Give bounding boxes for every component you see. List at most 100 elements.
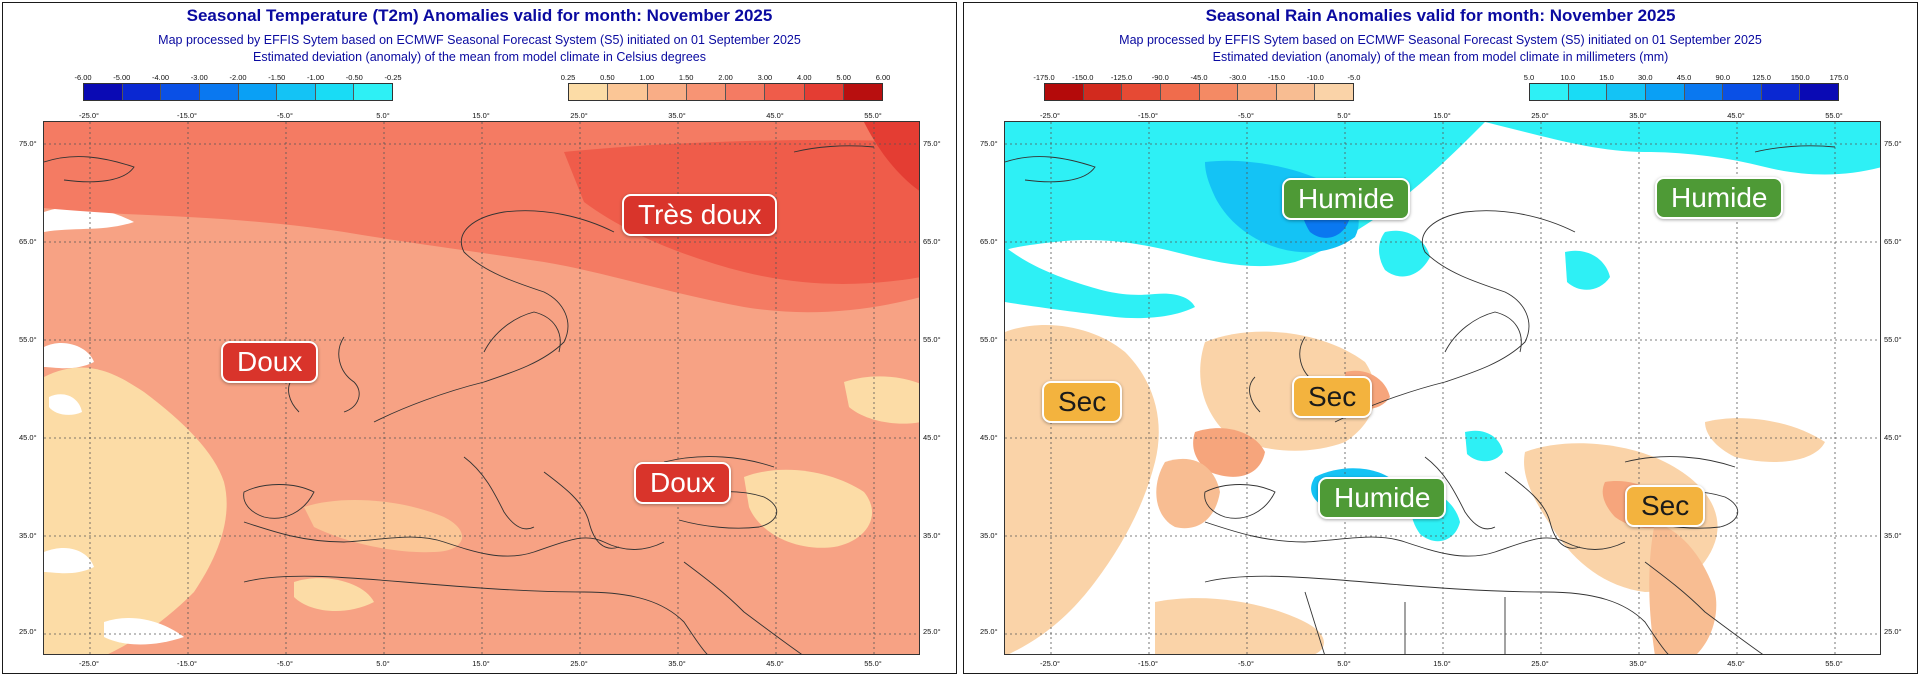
rain-dry-zone [1155, 598, 1324, 654]
lon-label-bottom: 55.0° [1825, 659, 1843, 668]
colorbar-cell [1723, 84, 1762, 100]
colorbar-cell [1238, 84, 1277, 100]
lon-label-top: 5.0° [376, 111, 390, 120]
colorbar-cell [686, 84, 726, 100]
legend-tick: 15.0 [1599, 73, 1614, 82]
temperature-map: Très doux Doux Doux [43, 121, 920, 655]
colorbar-cell [1199, 84, 1239, 100]
lat-label-right: 25.0° [923, 627, 941, 636]
legend-tick: 5.00 [836, 73, 851, 82]
colorbar-cell [1160, 84, 1200, 100]
lon-label-bottom: 35.0° [668, 659, 686, 668]
colorbar-cell [765, 84, 805, 100]
colorbar-cell [569, 84, 609, 100]
label-doux-east: Doux [634, 462, 732, 504]
legend-tick: -6.00 [74, 73, 92, 82]
legend-tick: 2.00 [718, 73, 733, 82]
lat-label-right: 75.0° [923, 139, 941, 148]
lon-label-bottom: 45.0° [1727, 659, 1745, 668]
legend-tick: 0.25 [560, 73, 576, 82]
legend-tick: 30.0 [1637, 73, 1653, 82]
lat-label-left: 55.0° [980, 335, 998, 344]
colorbar-cell [315, 84, 355, 100]
lon-label-top: -25.0° [1039, 111, 1061, 120]
temp-white-patch [104, 617, 184, 645]
legend-tick: 4.00 [796, 73, 812, 82]
colorbar-cell [1315, 84, 1353, 100]
lat-label-left: 55.0° [19, 335, 37, 344]
legend-tick: 125.0 [1752, 73, 1771, 82]
colorbar-cell [843, 84, 882, 100]
legend-tick: 45.0 [1676, 73, 1692, 82]
lat-label-right: 45.0° [923, 433, 941, 442]
lon-label-top: 5.0° [1337, 111, 1351, 120]
legend-tick: -175.0 [1033, 73, 1055, 82]
rain-dry-core [1193, 428, 1265, 477]
rain-subtitle-source: Map processed by EFFIS Sytem based on EC… [1119, 33, 1762, 47]
temp-white-patch [44, 547, 94, 574]
lat-label-right: 45.0° [1884, 433, 1902, 442]
legend-tick: 90.0 [1715, 73, 1731, 82]
lon-label-bottom: -15.0° [176, 659, 198, 668]
rain-wet-band [1565, 250, 1610, 290]
legend-tick: -30.0 [1229, 73, 1247, 82]
temperature-subtitle-units: Estimated deviation (anomaly) of the mea… [253, 50, 706, 64]
lon-label-top: 25.0° [570, 111, 588, 120]
lon-label-bottom: 45.0° [766, 659, 784, 668]
lon-label-bottom: -5.0° [1238, 659, 1254, 668]
lon-label-top: -5.0° [1238, 111, 1254, 120]
rain-wet-band [1005, 122, 1880, 175]
colorbar-cell [1645, 84, 1685, 100]
temp-cold-legend-ticks: -6.00 -5.00 -4.00 -3.00 -2.00 -1.50 -1.0… [74, 73, 401, 83]
legend-tick: 1.00 [639, 73, 655, 82]
lat-label-left: 45.0° [19, 433, 37, 442]
rain-dry-colorbar [1044, 83, 1354, 101]
lon-label-top: 35.0° [1629, 111, 1647, 120]
lat-label-left: 75.0° [980, 139, 998, 148]
rain-wet-legend-ticks: 5.0 10.0 15.0 30.0 45.0 90.0 125.0 150.0… [1524, 73, 1849, 83]
temp-pale-zone [294, 578, 374, 612]
colorbar-cell [1800, 84, 1838, 100]
label-doux-west: Doux [221, 341, 319, 383]
colorbar-cell [238, 84, 278, 100]
legend-tick: -45.0 [1190, 73, 1208, 82]
temperature-panel: Seasonal Temperature (T2m) Anomalies val… [2, 2, 957, 674]
temp-graticule [44, 122, 919, 654]
colorbar-cell [1530, 84, 1569, 100]
rain-dry-zone [1705, 418, 1825, 462]
label-humide-north: Humide [1282, 178, 1411, 220]
lat-label-right: 75.0° [1884, 139, 1902, 148]
lat-label-left: 25.0° [19, 627, 37, 636]
lat-label-left: 75.0° [19, 139, 37, 148]
colorbar-cell [1276, 84, 1316, 100]
lat-label-left: 45.0° [980, 433, 998, 442]
legend-tick: -4.00 [151, 73, 170, 82]
temp-hot-core [864, 122, 919, 191]
temp-warm-colorbar [568, 83, 883, 101]
colorbar-cell [1045, 84, 1084, 100]
lon-label-bottom: 5.0° [1337, 659, 1351, 668]
lat-label-right: 65.0° [1884, 237, 1902, 246]
colorbar-cell [804, 84, 844, 100]
lon-label-top: 45.0° [1727, 111, 1745, 120]
temp-warm-legend-ticks: 0.25 0.50 1.00 1.50 2.00 3.00 4.00 5.00 … [561, 73, 891, 83]
rain-graticule [1005, 122, 1880, 654]
temperature-map-canvas [44, 122, 919, 654]
legend-tick: 175.0 [1829, 73, 1849, 82]
rain-wet-band [1005, 247, 1195, 319]
temp-white-patch [49, 394, 82, 415]
colorbar-cell [1083, 84, 1123, 100]
legend-tick: 150.0 [1790, 73, 1810, 82]
lon-label-bottom: -5.0° [277, 659, 293, 668]
colorbar-cell [161, 84, 200, 100]
lon-label-bottom: 15.0° [1433, 659, 1451, 668]
legend-tick: -5.0 [1347, 73, 1361, 82]
legend-tick: 0.50 [600, 73, 615, 82]
legend-tick: -3.00 [190, 73, 208, 82]
rain-dry-legend-ticks: -175.0 -150.0 -125.0 -90.0 -45.0 -30.0 -… [1033, 73, 1360, 83]
temp-pale-zone [844, 376, 919, 424]
label-sec-atlantic: Sec [1042, 381, 1123, 423]
legend-tick: 1.50 [678, 73, 694, 82]
lon-label-top: 45.0° [766, 111, 784, 120]
legend-tick: -90.0 [1151, 73, 1169, 82]
